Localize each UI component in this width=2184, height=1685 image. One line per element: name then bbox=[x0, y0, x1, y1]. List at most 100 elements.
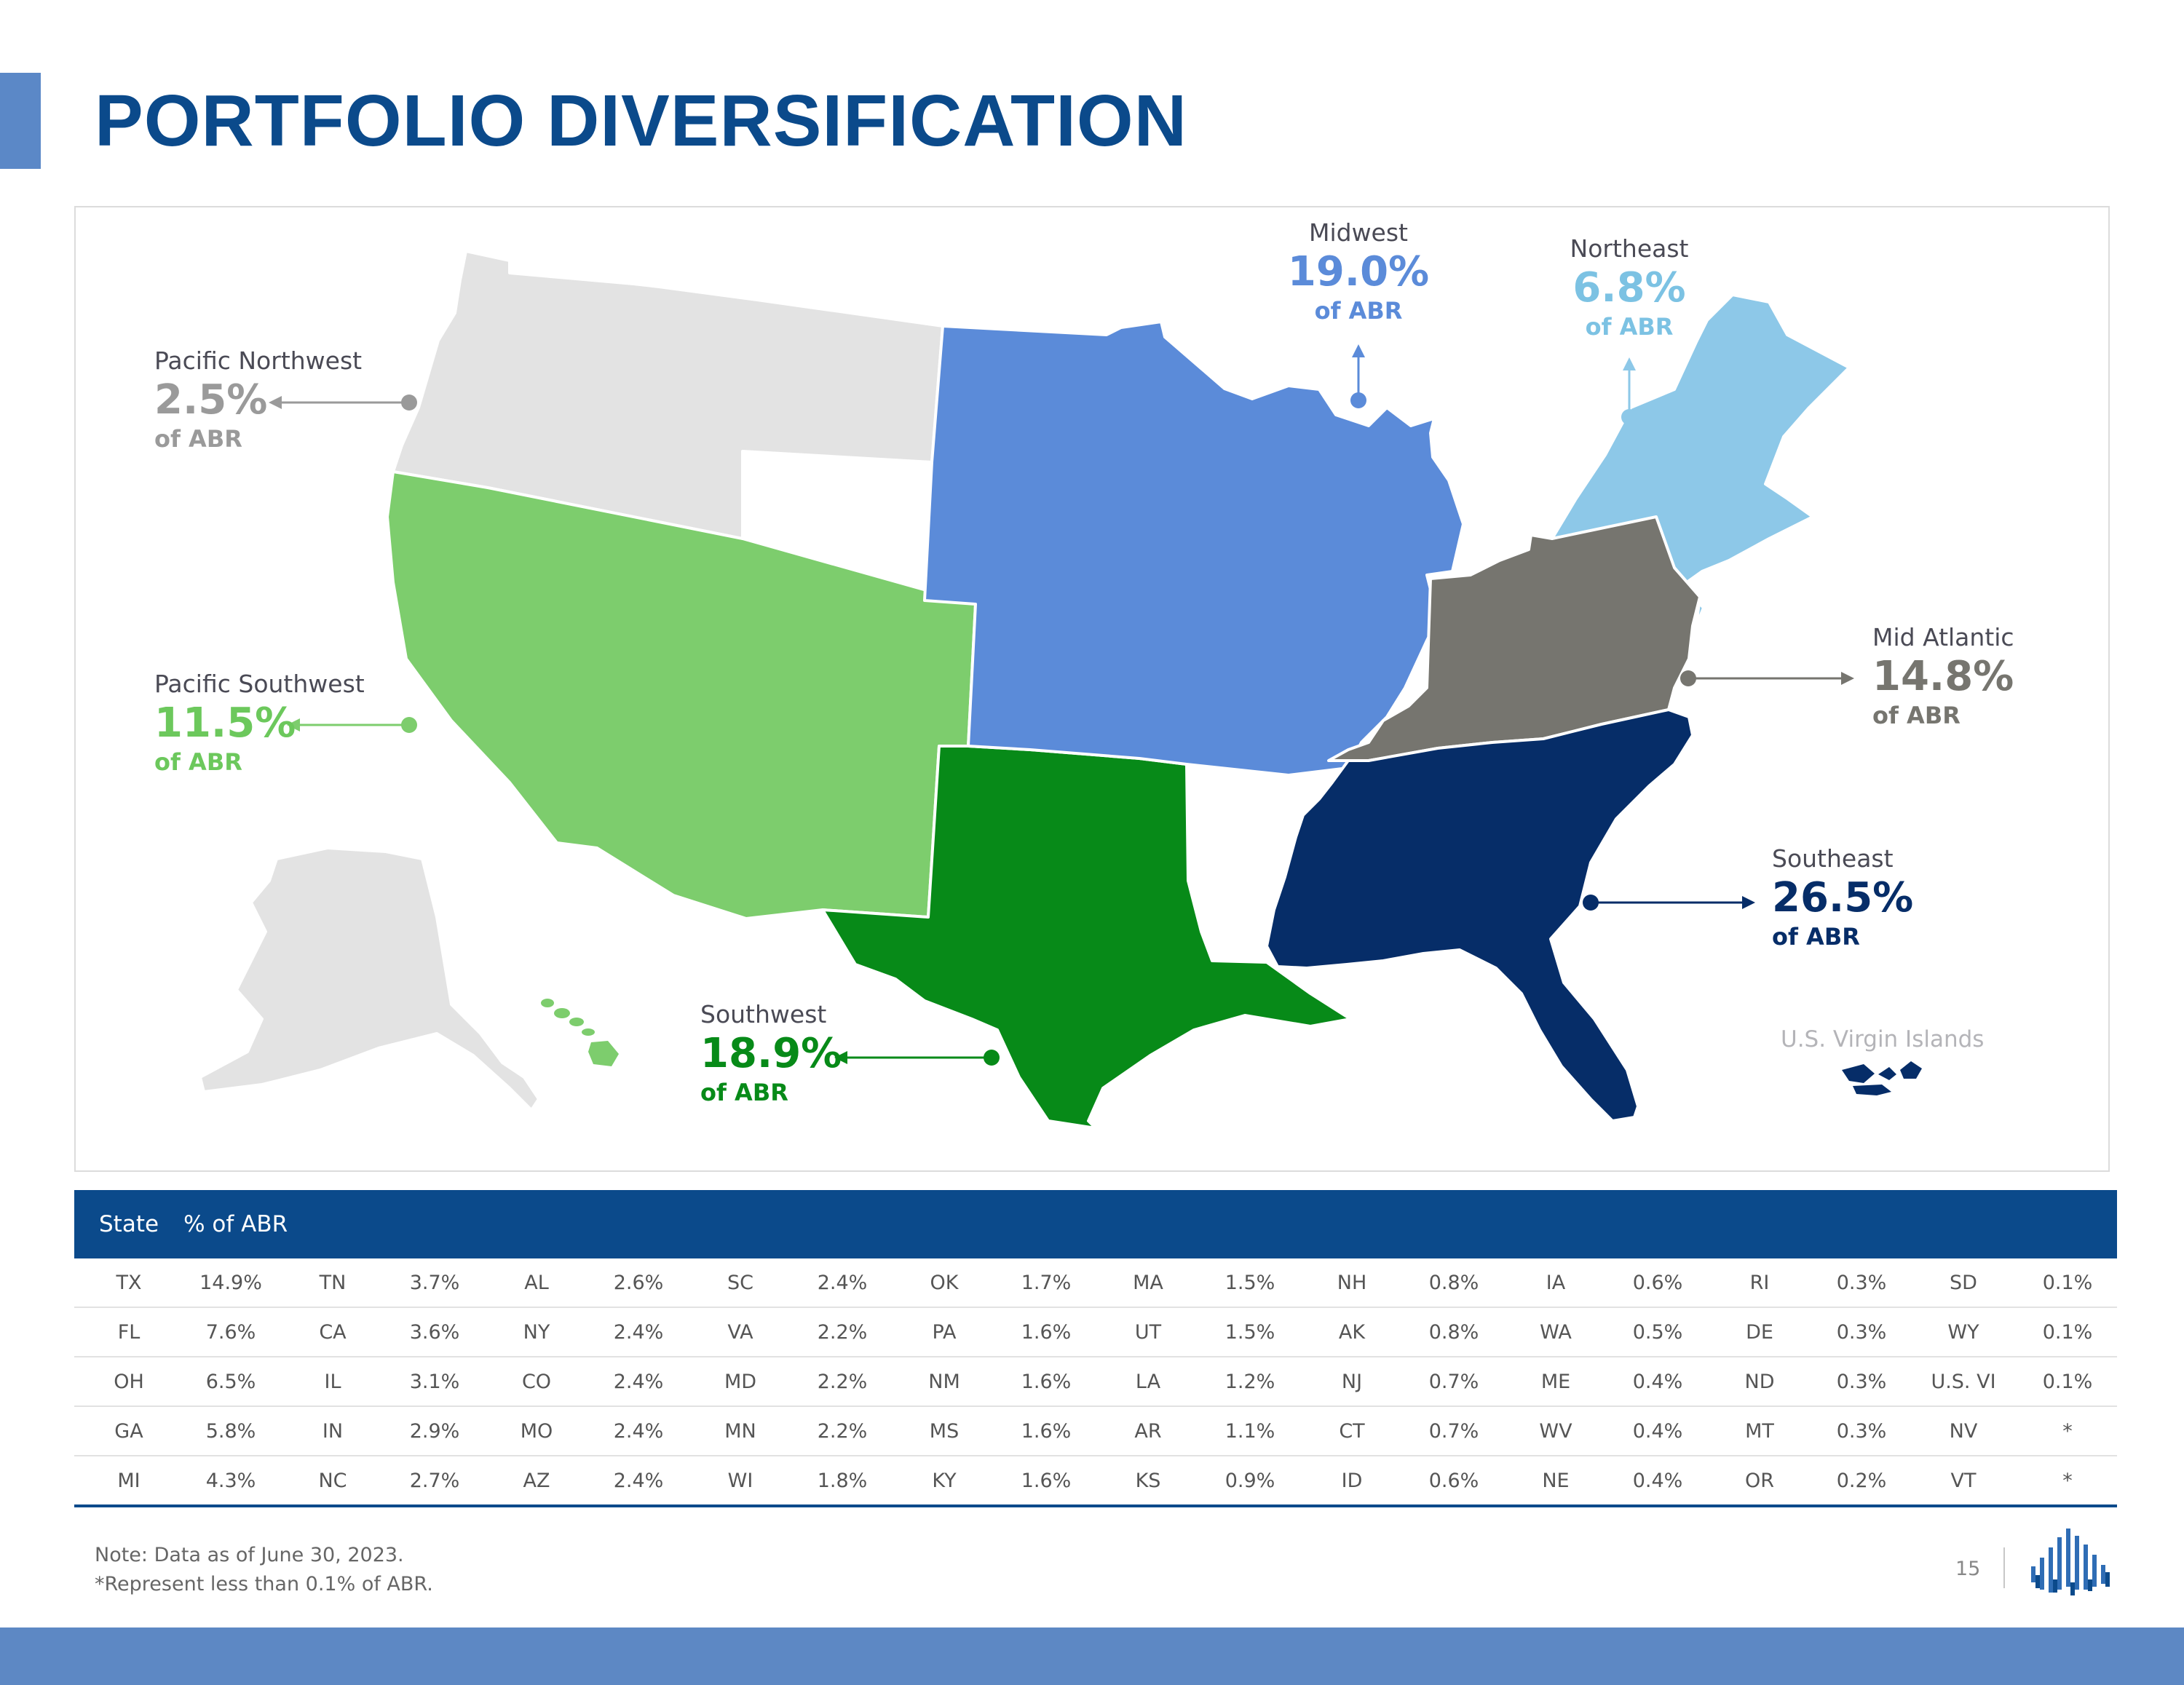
state-cell: AR bbox=[1093, 1406, 1203, 1456]
callout-southeast: Southeast 26.5% of ABR bbox=[1772, 843, 1913, 952]
abr-pct-cell: 2.4% bbox=[591, 1406, 686, 1456]
state-cell: GA bbox=[74, 1406, 183, 1456]
state-cell: SC bbox=[686, 1258, 795, 1308]
footer-band bbox=[0, 1627, 2184, 1685]
pacific-northwest-dot bbox=[401, 395, 417, 411]
abr-pct-cell: 2.6% bbox=[591, 1258, 686, 1308]
mid-atlantic-dot bbox=[1680, 670, 1696, 686]
state-cell: DE bbox=[1705, 1307, 1814, 1357]
state-cell: RI bbox=[1705, 1258, 1814, 1308]
state-cell: WY bbox=[1909, 1307, 2018, 1357]
table-header: State % of ABR bbox=[74, 1190, 2117, 1258]
region-pct: 18.9% bbox=[700, 1030, 842, 1077]
state-cell: NV bbox=[1909, 1406, 2018, 1456]
table-row: MI 4.3% NC 2.7% AZ 2.4% WI 1.8% KY 1.6% KS 0.9% ID 0.… bbox=[74, 1456, 2117, 1507]
state-cell: KS bbox=[1093, 1456, 1203, 1507]
abr-pct-cell: 2.7% bbox=[387, 1456, 482, 1507]
abr-pct-cell: 1.2% bbox=[1203, 1357, 1297, 1407]
abr-pct-cell: 0.7% bbox=[1406, 1357, 1501, 1407]
region-midwest bbox=[923, 320, 1465, 777]
state-cell: NJ bbox=[1297, 1357, 1406, 1407]
abr-pct-cell: 0.1% bbox=[2018, 1357, 2117, 1407]
region-pct: 19.0% bbox=[1287, 248, 1430, 296]
callout-southwest: Southwest 18.9% of ABR bbox=[700, 999, 842, 1108]
state-cell: WV bbox=[1501, 1406, 1610, 1456]
region-abr-label: of ABR bbox=[154, 425, 242, 453]
abr-pct-cell: 2.4% bbox=[591, 1307, 686, 1357]
state-cell: FL bbox=[74, 1307, 183, 1357]
state-cell: IL bbox=[278, 1357, 387, 1407]
northeast-dot bbox=[1621, 409, 1637, 425]
state-cell: CT bbox=[1297, 1406, 1406, 1456]
abr-pct-cell: 2.9% bbox=[387, 1406, 482, 1456]
abr-pct-cell: 0.1% bbox=[2018, 1307, 2117, 1357]
page-title: PORTFOLIO DIVERSIFICATION bbox=[95, 80, 1187, 162]
region-pct: 14.8% bbox=[1872, 653, 2014, 700]
company-logo-icon bbox=[2031, 1529, 2110, 1595]
abr-pct-cell: 2.4% bbox=[591, 1456, 686, 1507]
region-name: Northeast bbox=[1570, 234, 1689, 263]
abr-by-state-table: State% of ABR TX 14.9% TN 3.7% AL 2.6% SC 2.4% O… bbox=[74, 1190, 2117, 1507]
region-us-virgin-islands bbox=[1842, 1061, 1922, 1095]
state-cell: MO bbox=[482, 1406, 591, 1456]
abr-pct-cell: * bbox=[2018, 1456, 2117, 1507]
state-cell: VT bbox=[1909, 1456, 2018, 1507]
callout-pacific-northwest: Pacific Northwest 2.5% of ABR bbox=[154, 345, 362, 454]
abr-pct-cell: 3.7% bbox=[387, 1258, 482, 1308]
state-cell: MI bbox=[74, 1456, 183, 1507]
state-cell: AK bbox=[1297, 1307, 1406, 1357]
callout-northeast: Northeast 6.8% of ABR bbox=[1570, 233, 1689, 342]
abr-pct-cell: 1.6% bbox=[999, 1357, 1093, 1407]
state-cell: CA bbox=[278, 1307, 387, 1357]
state-cell: NC bbox=[278, 1456, 387, 1507]
region-abr-label: of ABR bbox=[1314, 297, 1403, 325]
region-abr-label: of ABR bbox=[154, 748, 242, 776]
region-name: Mid Atlantic bbox=[1872, 623, 2014, 651]
state-cell: WA bbox=[1501, 1307, 1610, 1357]
abr-pct-cell: 1.6% bbox=[999, 1456, 1093, 1507]
abr-pct-cell: 1.1% bbox=[1203, 1406, 1297, 1456]
region-name: Southeast bbox=[1772, 844, 1894, 873]
region-pct: 2.5% bbox=[154, 376, 268, 424]
abr-pct-cell: 0.4% bbox=[1610, 1406, 1705, 1456]
callout-mid-atlantic: Mid Atlantic 14.8% of ABR bbox=[1872, 622, 2014, 731]
region-pacific-southwest bbox=[386, 470, 977, 920]
state-cell: TN bbox=[278, 1258, 387, 1308]
state-cell: MN bbox=[686, 1406, 795, 1456]
footnote: Note: Data as of June 30, 2023. *Represe… bbox=[95, 1541, 433, 1599]
abr-pct-cell: 4.3% bbox=[183, 1456, 278, 1507]
abr-pct-cell: 0.3% bbox=[1814, 1406, 1909, 1456]
header-state: State bbox=[99, 1211, 159, 1237]
abr-pct-cell: 2.2% bbox=[795, 1357, 890, 1407]
state-cell: MA bbox=[1093, 1258, 1203, 1308]
state-cell: U.S. VI bbox=[1909, 1357, 2018, 1407]
abr-pct-cell: 3.6% bbox=[387, 1307, 482, 1357]
abr-pct-cell: 0.6% bbox=[1406, 1456, 1501, 1507]
abr-pct-cell: 5.8% bbox=[183, 1406, 278, 1456]
abr-pct-cell: 0.7% bbox=[1406, 1406, 1501, 1456]
abr-pct-cell: 7.6% bbox=[183, 1307, 278, 1357]
state-cell: OH bbox=[74, 1357, 183, 1407]
state-cell: MT bbox=[1705, 1406, 1814, 1456]
state-cell: PA bbox=[890, 1307, 999, 1357]
abr-pct-cell: 0.8% bbox=[1406, 1307, 1501, 1357]
header-pct: % of ABR bbox=[183, 1211, 288, 1237]
state-cell: LA bbox=[1093, 1357, 1203, 1407]
note-line-2: *Represent less than 0.1% of ABR. bbox=[95, 1573, 433, 1595]
abr-pct-cell: 0.6% bbox=[1610, 1258, 1705, 1308]
callout-midwest: Midwest 19.0% of ABR bbox=[1288, 217, 1429, 326]
state-cell: IN bbox=[278, 1406, 387, 1456]
state-cell: SD bbox=[1909, 1258, 2018, 1308]
region-alaska bbox=[199, 847, 540, 1111]
abr-pct-cell: 6.5% bbox=[183, 1357, 278, 1407]
region-abr-label: of ABR bbox=[1585, 313, 1674, 341]
state-cell: MD bbox=[686, 1357, 795, 1407]
abr-pct-cell: 2.2% bbox=[795, 1307, 890, 1357]
page-number: 15 bbox=[1955, 1558, 1981, 1580]
abr-pct-cell: 0.3% bbox=[1814, 1307, 1909, 1357]
state-cell: UT bbox=[1093, 1307, 1203, 1357]
state-cell: ID bbox=[1297, 1456, 1406, 1507]
abr-pct-cell: 1.6% bbox=[999, 1307, 1093, 1357]
table-header-row: State % of ABR bbox=[74, 1190, 2117, 1258]
